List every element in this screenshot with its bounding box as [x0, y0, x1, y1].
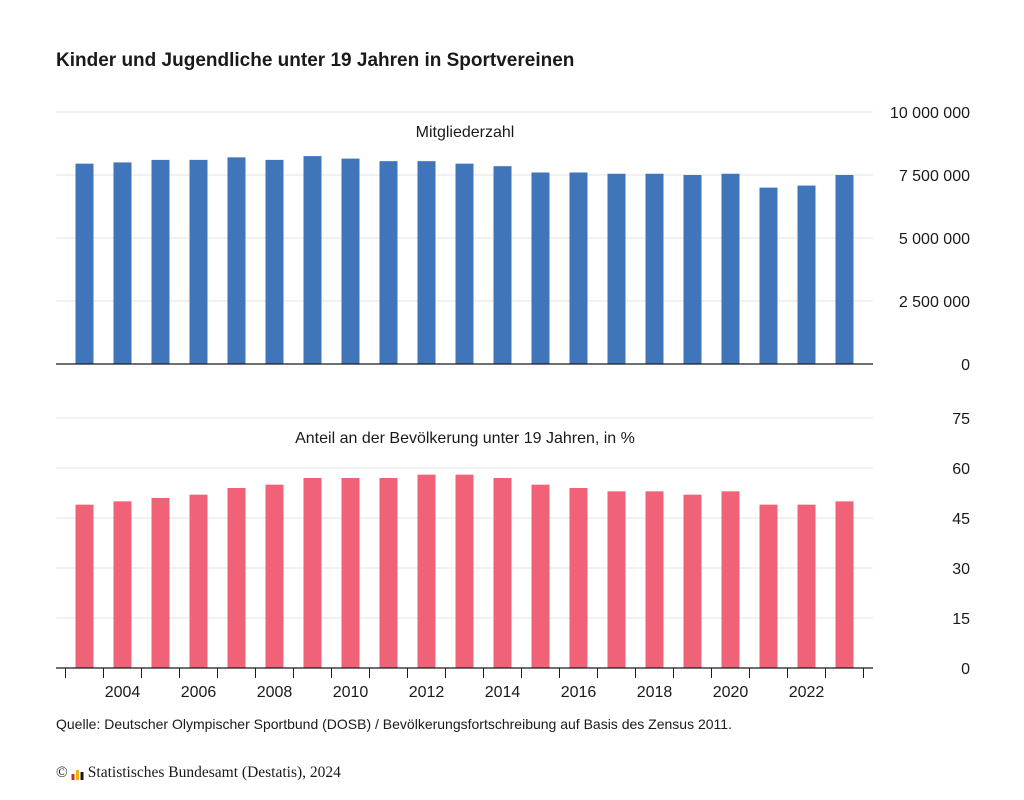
bar — [379, 478, 398, 668]
bar — [797, 185, 816, 364]
chart-title: Kinder und Jugendliche unter 19 Jahren i… — [56, 50, 575, 71]
x-tick-label: 2006 — [181, 684, 217, 701]
x-tick-label: 2012 — [409, 684, 445, 701]
copyright-text: Statistisches Bundesamt (Destatis), 2024 — [87, 764, 341, 781]
x-tick-label: 2018 — [637, 684, 673, 701]
bar — [797, 504, 816, 668]
bar — [151, 498, 170, 668]
source-note: Quelle: Deutscher Olympischer Sportbund … — [56, 716, 732, 732]
copyright-line: © Statistisches Bundesamt (Destatis), 20… — [56, 764, 341, 782]
x-tick-label: 2020 — [713, 684, 749, 701]
bar — [265, 484, 284, 668]
bar — [303, 478, 322, 668]
x-tick-label: 2016 — [561, 684, 597, 701]
bar — [493, 166, 512, 364]
share-panel: 0 15 30 45 60 75 Anteil an der Bevölkerung unt… — [56, 411, 970, 678]
bar — [341, 158, 360, 364]
copyright-symbol: © — [56, 764, 68, 781]
bar — [341, 478, 360, 668]
y-tick-label: 5 000 000 — [899, 231, 970, 248]
bar — [455, 163, 474, 364]
y-tick-label: 2 500 000 — [899, 294, 970, 311]
bar — [227, 488, 246, 668]
bar — [759, 504, 778, 668]
bar — [113, 501, 132, 668]
bar — [645, 173, 664, 364]
x-axis: 2004 2006 2008 2010 2012 2014 2016 2018 2020 2022 — [65, 668, 864, 701]
bar — [569, 172, 588, 364]
bar — [379, 161, 398, 364]
bar — [265, 159, 284, 364]
bar — [75, 504, 94, 668]
y-tick-label: 10 000 000 — [890, 105, 970, 122]
x-tick-label: 2010 — [333, 684, 369, 701]
bar — [227, 157, 246, 364]
panel-title: Mitgliederzahl — [416, 124, 515, 141]
y-tick-label: 45 — [952, 511, 970, 528]
y-tick-label: 15 — [952, 611, 970, 628]
destatis-logo-icon — [71, 769, 84, 780]
y-tick-label: 75 — [952, 411, 970, 428]
x-tick-label: 2014 — [485, 684, 521, 701]
bar — [531, 484, 550, 668]
bar — [607, 491, 626, 668]
members-panel: 0 2 500 000 5 000 000 7 500 000 10 000 000 Mi… — [56, 105, 970, 374]
bar — [835, 175, 854, 364]
x-tick-label: 2022 — [789, 684, 825, 701]
bar — [645, 491, 664, 668]
x-tick-label: 2004 — [105, 684, 141, 701]
bar — [721, 491, 740, 668]
y-tick-label: 0 — [961, 661, 970, 678]
x-tick-label: 2008 — [257, 684, 293, 701]
y-tick-label: 7 500 000 — [899, 168, 970, 185]
bar — [417, 161, 436, 364]
bar — [417, 474, 436, 668]
bar — [607, 173, 626, 364]
bar — [759, 187, 778, 364]
bar — [113, 162, 132, 364]
bar — [835, 501, 854, 668]
bar — [683, 494, 702, 668]
panel-title: Anteil an der Bevölkerung unter 19 Jahre… — [295, 430, 635, 447]
bar — [455, 474, 474, 668]
bar — [493, 478, 512, 668]
bar — [683, 175, 702, 364]
bar — [151, 159, 170, 364]
bar — [189, 159, 208, 364]
bar — [189, 494, 208, 668]
bar — [75, 163, 94, 364]
bar — [721, 173, 740, 364]
y-tick-label: 60 — [952, 461, 970, 478]
bar — [531, 172, 550, 364]
bar — [569, 488, 588, 668]
bar — [303, 156, 322, 364]
y-tick-label: 30 — [952, 561, 970, 578]
y-tick-label: 0 — [961, 357, 970, 374]
